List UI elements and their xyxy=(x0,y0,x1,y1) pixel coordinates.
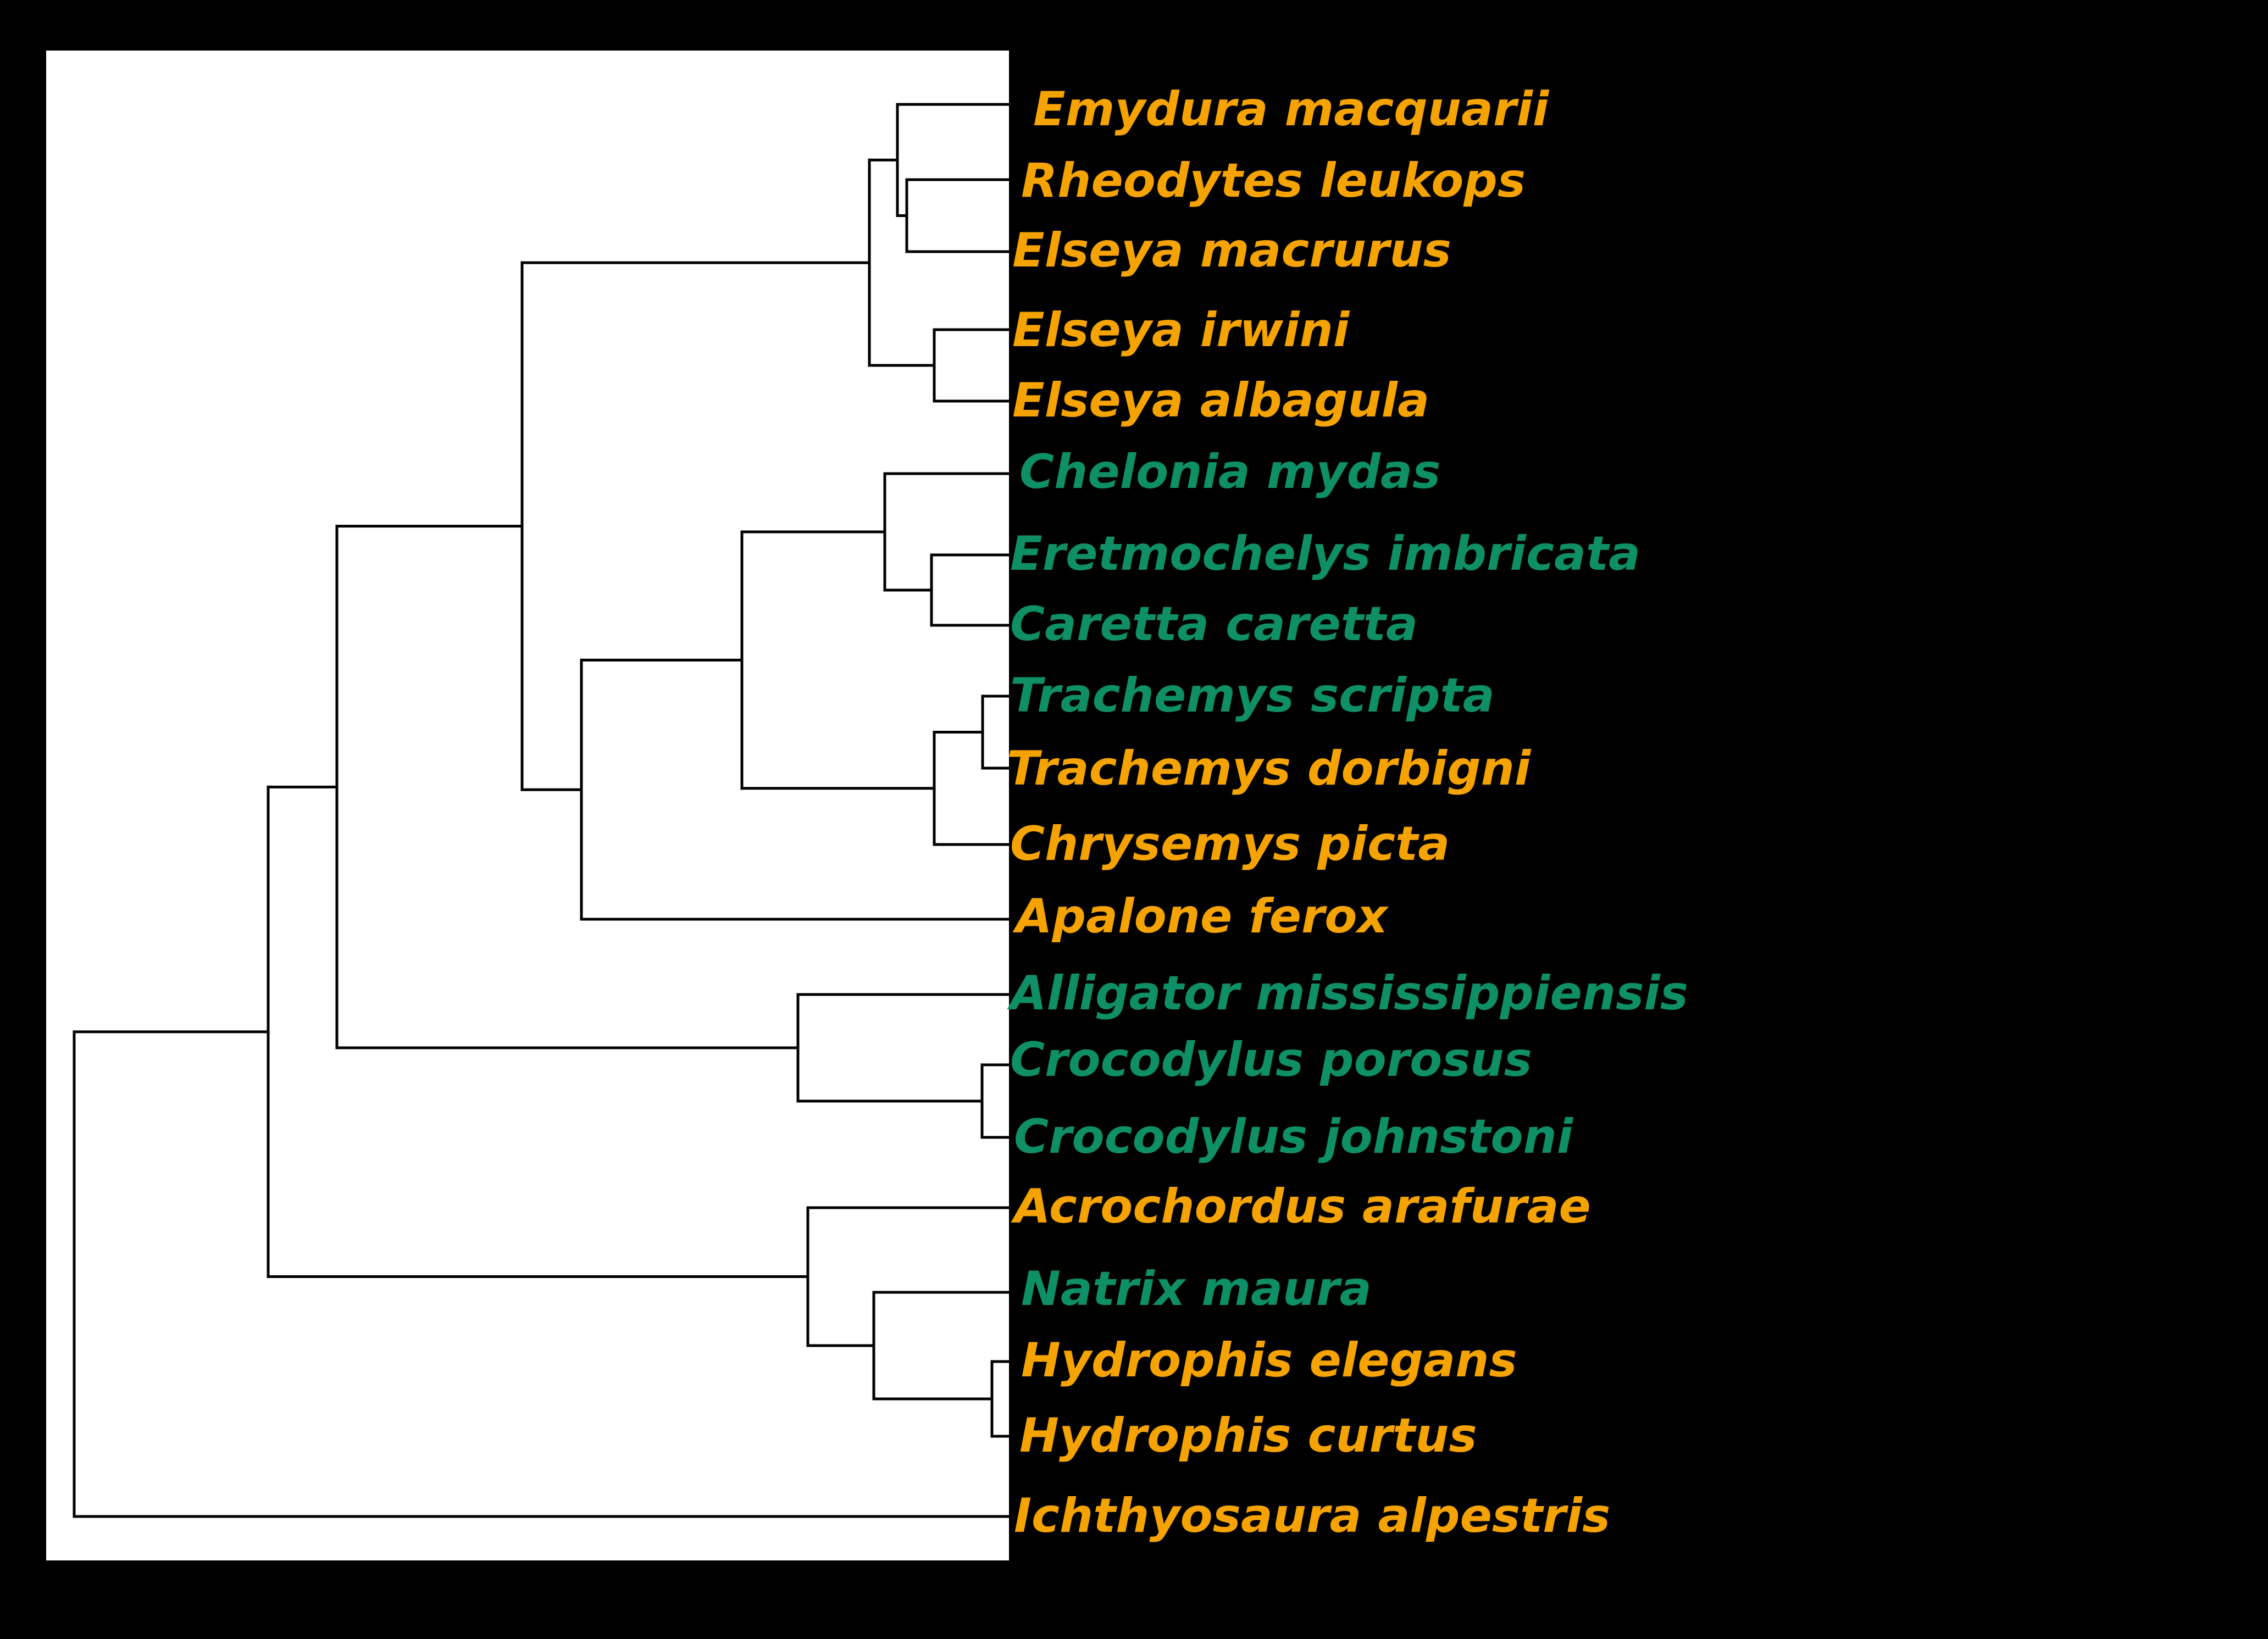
taxon-labels: Emydura macquarii Rheodytes leukops Elseya… xyxy=(1007,82,1688,1543)
taxon-label: Elseya albagula xyxy=(1012,373,1429,428)
taxon-label: Natrix maura xyxy=(1021,1262,1372,1316)
taxon-label: Crocodylus johnstoni xyxy=(1014,1109,1574,1164)
taxon-label: Chrysemys picta xyxy=(1010,816,1450,871)
taxon-label: Emydura macquarii xyxy=(1033,82,1550,137)
taxon-label: Caretta caretta xyxy=(1010,597,1418,652)
taxon-label: Chelonia mydas xyxy=(1019,445,1440,499)
taxon-label: Elseya macrurus xyxy=(1012,223,1451,278)
taxon-label: Trachemys scripta xyxy=(1010,668,1495,723)
taxon-label: Eretmochelys imbricata xyxy=(1010,526,1640,581)
tree-branches xyxy=(73,103,1011,1518)
taxon-label: Hydrophis curtus xyxy=(1019,1408,1477,1463)
taxon-label: Ichthyosaura alpestris xyxy=(1014,1488,1610,1543)
taxon-label: Elseya irwini xyxy=(1012,303,1350,358)
taxon-label: Trachemys dorbigni xyxy=(1007,741,1532,796)
taxon-label: Crocodylus porosus xyxy=(1010,1032,1532,1087)
taxon-label: Acrochordus arafurae xyxy=(1011,1179,1591,1234)
taxon-label: Alligator mississippiensis xyxy=(1007,966,1688,1021)
taxon-label: Hydrophis elegans xyxy=(1021,1333,1517,1388)
tree-panel xyxy=(46,51,1009,1560)
taxon-label: Apalone ferox xyxy=(1012,889,1389,944)
taxon-label: Rheodytes leukops xyxy=(1021,153,1526,208)
